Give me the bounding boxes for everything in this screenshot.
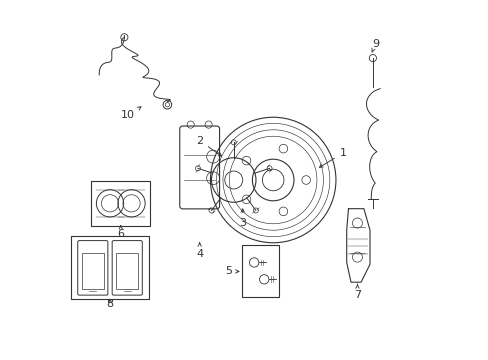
Text: 2: 2 <box>196 136 221 156</box>
Bar <box>91 181 150 226</box>
Text: 4: 4 <box>196 243 203 258</box>
Text: 3: 3 <box>239 209 245 228</box>
Text: 9: 9 <box>371 39 378 52</box>
Bar <box>82 253 103 289</box>
Text: 7: 7 <box>353 284 360 300</box>
Bar <box>241 246 279 297</box>
Text: 8: 8 <box>106 299 113 309</box>
Text: 6: 6 <box>117 226 124 239</box>
Text: 1: 1 <box>319 148 346 167</box>
Bar <box>116 253 138 289</box>
Text: 10: 10 <box>121 107 141 121</box>
Bar <box>71 237 148 299</box>
Text: 5: 5 <box>224 266 239 276</box>
